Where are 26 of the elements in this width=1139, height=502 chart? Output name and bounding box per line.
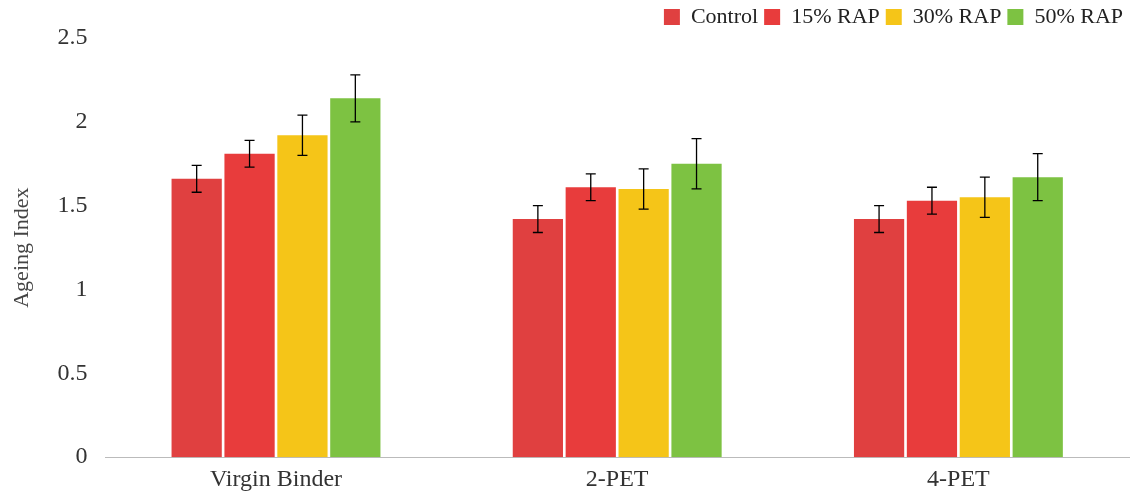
bar xyxy=(959,197,1010,458)
bar xyxy=(618,188,669,458)
x-tick-label: Virgin Binder xyxy=(209,464,343,491)
x-tick-label: 2-PET xyxy=(585,464,649,491)
y-tick-label: 0.5 xyxy=(57,358,88,385)
bar xyxy=(565,187,616,458)
bar xyxy=(906,200,958,458)
bar xyxy=(224,153,275,458)
bar xyxy=(171,178,222,458)
y-tick-label: 1.5 xyxy=(57,190,88,217)
y-tick-label: 1 xyxy=(75,274,88,301)
bar xyxy=(1012,177,1063,458)
bar xyxy=(671,163,722,458)
legend-label: 50% RAP xyxy=(1034,2,1123,28)
y-axis-title: Ageing Index xyxy=(7,187,33,308)
bar xyxy=(277,135,328,458)
legend-label: 30% RAP xyxy=(912,2,1002,28)
y-tick-label: 2.5 xyxy=(57,23,88,50)
legend-label: Control xyxy=(690,2,759,28)
bar xyxy=(512,219,563,458)
x-tick-label: 4-PET xyxy=(927,464,991,491)
bar xyxy=(853,219,905,458)
bar xyxy=(330,98,381,458)
legend-label: 15% RAP xyxy=(791,2,880,28)
y-tick-label: 2 xyxy=(75,107,88,134)
y-tick-label: 0 xyxy=(75,442,88,469)
